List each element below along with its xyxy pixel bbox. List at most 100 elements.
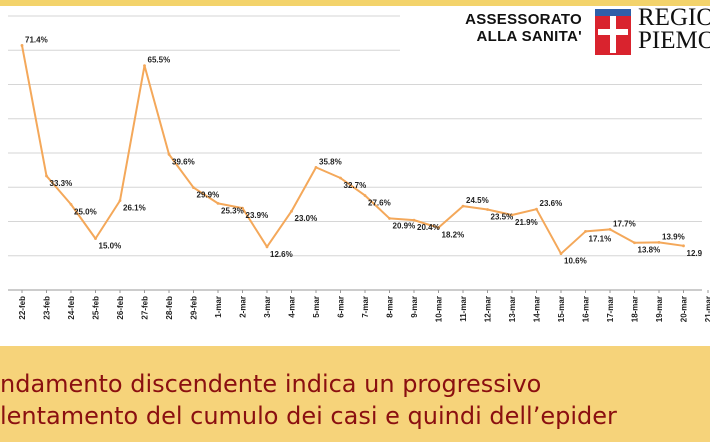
data-label: 13.9% (662, 232, 685, 241)
x-tick-label: 7-mar (361, 296, 370, 318)
x-tick-label: 4-mar (288, 296, 297, 318)
footer-line1: ndamento discendente indica un progressi… (0, 370, 542, 398)
data-point (265, 245, 269, 249)
data-point (633, 241, 636, 245)
header-logo-block: ASSESSORATO ALLA SANITA' REGIO PIEMO (400, 4, 710, 56)
data-label: 15.0% (99, 242, 122, 251)
data-point (216, 201, 220, 205)
data-label: 18.2% (442, 231, 465, 240)
x-tick-label: 3-mar (263, 296, 272, 318)
data-point (45, 174, 48, 178)
data-label: 12.6% (270, 250, 293, 259)
data-label: 25.0% (74, 207, 97, 216)
x-tick-label: 27-feb (141, 296, 150, 320)
series-line (21, 45, 684, 255)
data-label: 10.6% (564, 257, 587, 266)
x-tick-label: 15-mar (557, 296, 566, 322)
data-point (388, 217, 391, 220)
x-tick-label: 11-mar (459, 296, 468, 322)
data-label: 20.9% (393, 221, 416, 230)
data-point (363, 194, 367, 197)
data-point (535, 207, 538, 211)
data-label: 33.3% (50, 179, 73, 188)
data-point (192, 186, 195, 189)
x-tick-label: 5-mar (312, 296, 321, 318)
x-tick-label: 9-mar (410, 296, 419, 318)
region-name: REGIO PIEMO (638, 4, 710, 54)
region-flag-icon (595, 9, 631, 55)
data-point (510, 213, 514, 217)
data-point (118, 199, 122, 203)
data-point (559, 252, 563, 256)
data-label: 24.5% (466, 196, 489, 205)
data-label: 17.7% (613, 219, 636, 228)
data-point (20, 44, 24, 47)
footer-text: ndamento discendente indica un progressi… (0, 368, 617, 432)
assessorato-line2: ALLA SANITA' (476, 28, 582, 45)
assessorato-line1: ASSESSORATO (465, 11, 582, 28)
data-label: 21.9% (515, 218, 538, 227)
data-label: 39.6% (172, 157, 195, 166)
x-tick-label: 21-mar (704, 296, 710, 322)
x-tick-label: 29-feb (190, 296, 199, 320)
data-label: 23.9% (246, 211, 269, 220)
x-tick-label: 17-mar (606, 296, 615, 322)
assessorato-text: ASSESSORATO ALLA SANITA' (465, 11, 582, 45)
data-point (314, 165, 318, 169)
data-label: 26.1% (123, 204, 146, 213)
data-label: 23.0% (295, 214, 318, 223)
footer-caption: ndamento discendente indica un progressi… (0, 346, 710, 442)
data-point (584, 230, 587, 233)
x-tick-label: 8-mar (386, 296, 395, 318)
data-label: 71.4% (25, 35, 48, 44)
data-label: 32.7% (344, 181, 367, 190)
data-point (339, 176, 342, 180)
x-tick-label: 25-feb (92, 296, 101, 320)
data-point (461, 204, 465, 208)
data-label: 20.4% (417, 223, 440, 232)
x-tick-label: 26-feb (116, 296, 125, 320)
data-label: 13.8% (638, 246, 661, 255)
data-label: 27.6% (368, 198, 391, 207)
x-tick-label: 23-feb (43, 296, 52, 320)
x-tick-label: 20-mar (680, 296, 689, 322)
data-point (69, 202, 73, 206)
footer-line2: lentamento del cumulo dei casi e quindi … (0, 402, 617, 430)
region-name-line2: PIEMO (638, 27, 710, 54)
data-point (94, 237, 97, 241)
x-tick-label: 28-feb (165, 296, 174, 320)
data-point (682, 244, 685, 248)
x-tick-label: 13-mar (508, 296, 517, 322)
x-tick-label: 6-mar (337, 296, 346, 318)
data-point (657, 240, 661, 244)
line-chart: 71.4% 33.3% 25.0% 15.0% 26.1% 65.5% 39.6% 29.9%… (8, 15, 710, 322)
data-point (143, 64, 146, 68)
data-point (486, 208, 489, 211)
data-label: 12.9 (687, 249, 703, 258)
x-tick-label: 22-feb (18, 296, 27, 320)
x-tick-label: 10-mar (435, 296, 444, 322)
x-tick-label: 2-mar (239, 296, 248, 318)
data-point (241, 206, 244, 210)
data-label: 65.5% (148, 56, 171, 65)
x-tick-label: 19-mar (655, 296, 664, 322)
data-label: 25.3% (221, 206, 244, 215)
data-point (412, 218, 416, 222)
data-label: 35.8% (319, 157, 342, 166)
data-label: 23.6% (540, 199, 563, 208)
data-point (167, 152, 171, 156)
top-accent-bar (0, 0, 710, 6)
x-tick-label: 12-mar (484, 296, 493, 322)
x-tick-label: 1-mar (214, 296, 223, 318)
x-tick-label: 14-mar (533, 296, 542, 322)
x-tick-label: 18-mar (631, 296, 640, 322)
region-name-line1: REGIO (638, 4, 710, 31)
data-point (608, 227, 612, 231)
x-tick-label: 16-mar (582, 296, 591, 322)
data-label: 17.1% (589, 234, 612, 243)
data-label: 29.9% (197, 191, 220, 200)
x-tick-label: 24-feb (67, 296, 76, 320)
data-point (290, 209, 293, 213)
data-label: 23.5% (491, 213, 514, 222)
data-point (437, 226, 440, 230)
